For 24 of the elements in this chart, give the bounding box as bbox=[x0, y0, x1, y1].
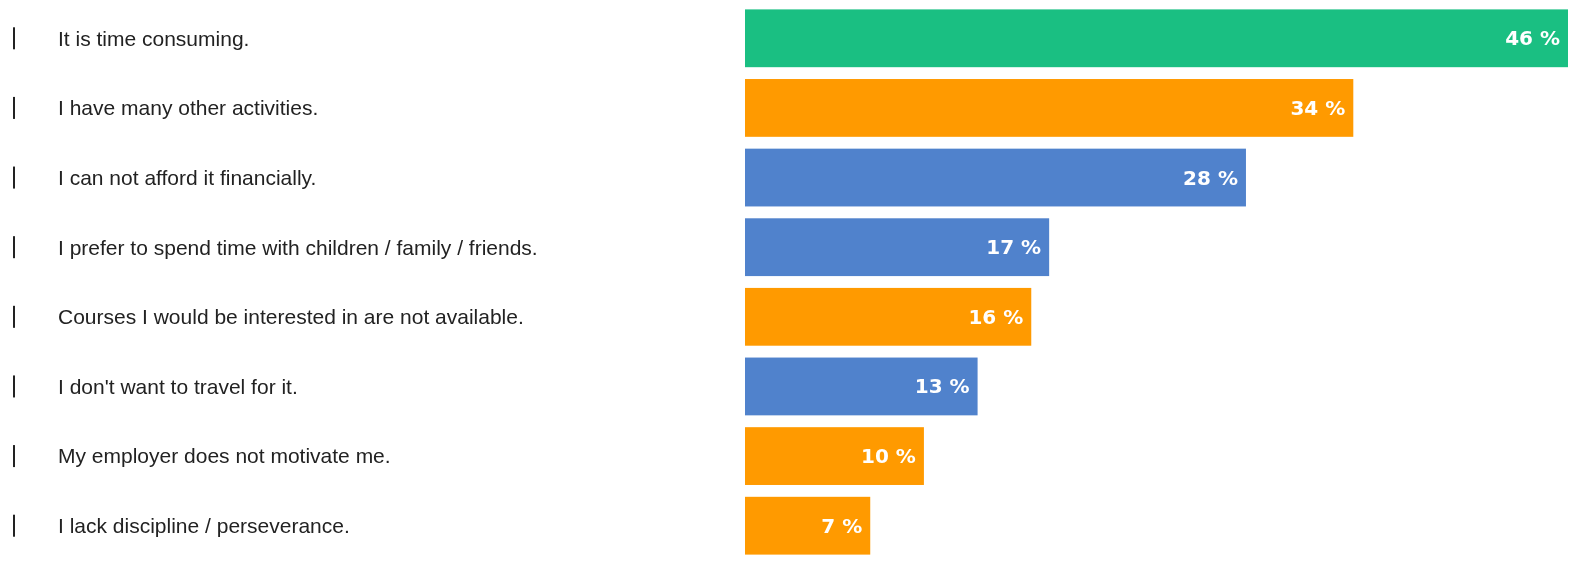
y-tick-label: I have many other activities. bbox=[58, 96, 319, 120]
bar bbox=[745, 79, 1354, 137]
data-label: 34 % bbox=[1290, 95, 1346, 120]
data-label: 16 % bbox=[968, 304, 1024, 329]
data-label: 28 % bbox=[1183, 165, 1238, 190]
bar bbox=[745, 357, 978, 416]
data-label: 7 % bbox=[821, 513, 863, 538]
y-tick-label: I don't want to travel for it. bbox=[58, 374, 298, 398]
y-tick-label: I can not afford it financially. bbox=[58, 165, 317, 189]
bar bbox=[745, 9, 1568, 68]
data-label: 46 % bbox=[1505, 26, 1560, 51]
y-tick-label: I lack discipline / perseverance. bbox=[58, 514, 350, 538]
bar bbox=[745, 148, 1246, 207]
y-tick-label: My employer does not motivate me. bbox=[58, 444, 391, 468]
bar bbox=[745, 287, 1032, 346]
bar bbox=[745, 496, 871, 555]
y-tick-label: I prefer to spend time with children / family / friends. bbox=[58, 235, 538, 259]
y-tick-label: It is time consuming. bbox=[58, 26, 250, 50]
data-label: 10 % bbox=[861, 444, 916, 469]
y-tick-label: Courses I would be interested in are not available. bbox=[58, 305, 524, 329]
bar bbox=[745, 218, 1050, 277]
data-label: 13 % bbox=[914, 374, 970, 399]
bar bbox=[745, 427, 924, 485]
data-label: 17 % bbox=[986, 235, 1042, 260]
